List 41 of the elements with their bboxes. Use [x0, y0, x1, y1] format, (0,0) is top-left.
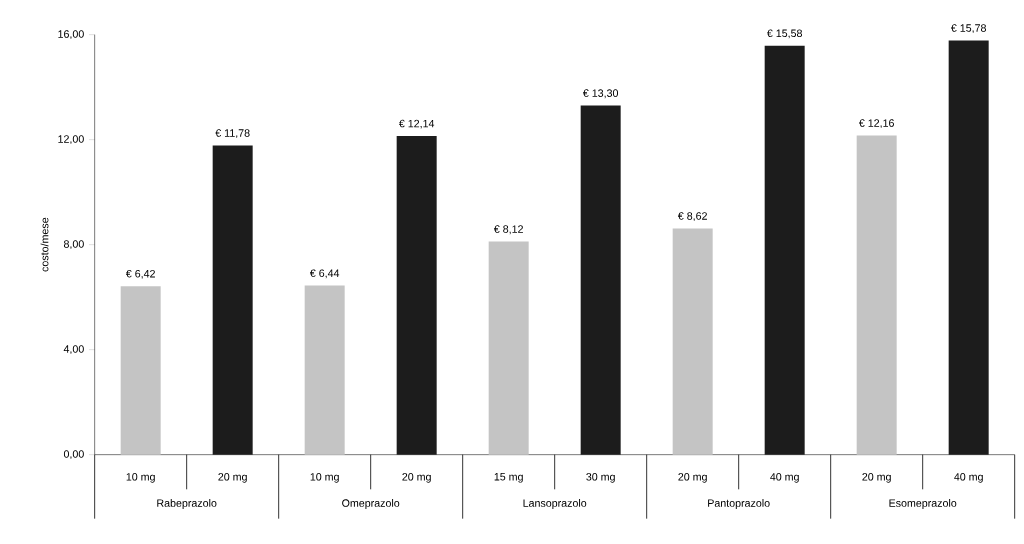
bar — [764, 45, 805, 455]
bar — [672, 228, 713, 455]
y-tick-label: 12,00 — [58, 135, 84, 145]
x-tick-label: 40 mg — [954, 473, 983, 483]
y-axis-title: costo/mese — [40, 217, 49, 272]
y-tick-label: 16,00 — [58, 30, 84, 40]
y-tick-label: 8,00 — [63, 240, 84, 250]
text: Rabeprazolo — [157, 499, 217, 509]
data-label: € 12,16 — [858, 119, 894, 129]
y-tick-label: 0,00 — [63, 450, 84, 460]
data-label: € 8,62 — [677, 212, 707, 222]
bar — [856, 135, 897, 455]
x-tick-label: 20 mg — [402, 473, 431, 483]
x-tick-label: 30 mg — [586, 473, 615, 483]
text: Esomeprazolo — [889, 499, 957, 509]
x-tick-label: 40 mg — [770, 473, 799, 483]
bar — [212, 145, 253, 455]
x-tick-label: 20 mg — [862, 473, 891, 483]
text: Lansoprazolo — [523, 499, 587, 509]
x-tick-label: 15 mg — [494, 473, 523, 483]
data-label: € 15,78 — [950, 24, 986, 34]
text: Pantoprazolo — [708, 499, 770, 509]
data-label: € 13,30 — [582, 89, 619, 99]
data-label: € 12,14 — [398, 119, 435, 129]
bar — [948, 40, 989, 455]
x-tick-label: 20 mg — [678, 473, 707, 483]
data-label: € 15,58 — [766, 29, 802, 39]
data-label: € 8,12 — [493, 225, 523, 235]
bar — [488, 241, 529, 455]
text: Omeprazolo — [342, 499, 400, 509]
data-label: € 6,44 — [309, 269, 340, 279]
data-label: € 6,42 — [125, 269, 155, 279]
x-tick-label: 10 mg — [126, 473, 155, 483]
data-label: € 11,78 — [215, 129, 250, 139]
bar — [396, 135, 437, 455]
x-tick-label: 10 mg — [310, 473, 339, 483]
bar — [304, 285, 345, 455]
bar — [120, 286, 161, 455]
bar — [580, 105, 621, 455]
x-tick-label: 20 mg — [218, 473, 247, 483]
y-tick-label: 4,00 — [63, 345, 84, 355]
